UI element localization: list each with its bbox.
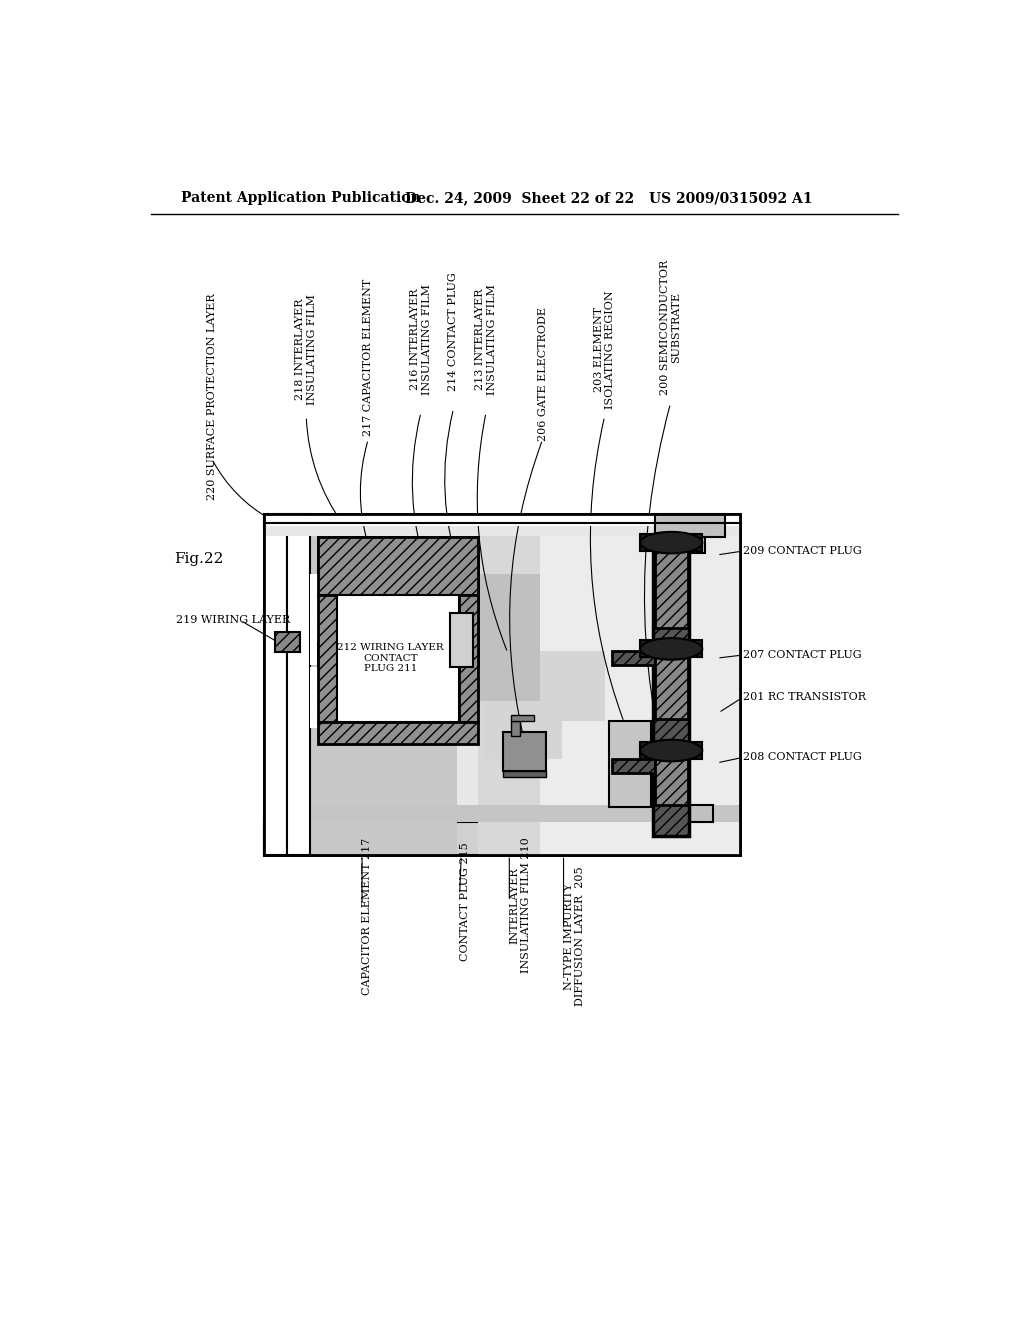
Text: US 2009/0315092 A1: US 2009/0315092 A1 [649,191,812,206]
Bar [459,595,478,722]
Bar [263,721,740,805]
Text: 203 ELEMENT
ISOLATING REGION: 203 ELEMENT ISOLATING REGION [594,290,615,409]
Text: 213 INTERLAYER
INSULATING FILM: 213 INTERLAYER INSULATING FILM [475,284,497,395]
Bar [275,632,300,652]
Bar [653,552,689,836]
Bar [310,642,445,665]
Bar [655,552,687,628]
Text: 206 GATE ELECTRODE: 206 GATE ELECTRODE [538,308,548,441]
Text: 212 WIRING LAYER
CONTACT
PLUG 211: 212 WIRING LAYER CONTACT PLUG 211 [337,643,443,673]
Text: Dec. 24, 2009  Sheet 22 of 22: Dec. 24, 2009 Sheet 22 of 22 [406,191,635,206]
Bar [511,715,535,721]
Bar [317,642,478,665]
Bar [484,515,740,855]
Bar [263,574,740,653]
Text: 208 CONTACT PLUG: 208 CONTACT PLUG [743,752,862,763]
Bar [317,597,341,642]
Text: 214 CONTACT PLUG: 214 CONTACT PLUG [449,272,459,391]
Text: 219 WIRING LAYER: 219 WIRING LAYER [176,615,290,626]
Bar [511,721,520,737]
Bar [263,515,287,855]
Bar [317,595,337,722]
Ellipse shape [640,638,702,660]
Text: 217 CAPACITOR ELEMENT: 217 CAPACITOR ELEMENT [364,279,374,436]
Text: INTERLAYER
INSULATING FILM 210: INTERLAYER INSULATING FILM 210 [509,837,530,973]
Bar [263,805,740,822]
Bar [263,515,310,855]
Bar [263,515,740,855]
Bar [263,515,740,525]
Text: 200 SEMICONDUCTOR
SUBSTRATE: 200 SEMICONDUCTOR SUBSTRATE [659,260,681,396]
Bar [317,537,478,595]
Bar [640,535,702,552]
Bar [341,553,455,582]
Bar [450,612,473,667]
Text: 201 RC TRANSISTOR: 201 RC TRANSISTOR [743,693,866,702]
Text: 216 INTERLAYER
INSULATING FILM: 216 INTERLAYER INSULATING FILM [411,284,432,395]
Bar [611,651,655,665]
Ellipse shape [640,532,702,553]
Bar [337,595,459,722]
Bar [310,574,445,642]
Bar [317,537,478,598]
Bar [655,537,706,553]
Bar [478,574,541,701]
Bar [655,513,725,537]
Bar [503,733,546,771]
Text: 209 CONTACT PLUG: 209 CONTACT PLUG [743,546,862,556]
Bar [484,651,604,721]
Bar [484,721,562,759]
Ellipse shape [640,739,702,762]
Text: CONTACT PLUG 215: CONTACT PLUG 215 [460,842,470,961]
Bar [655,657,687,719]
Text: Fig.22: Fig.22 [174,552,224,566]
Bar [263,822,740,855]
Text: Patent Application Publication: Patent Application Publication [180,191,420,206]
Bar [611,759,655,774]
Bar [640,640,702,657]
Bar [655,805,713,822]
Bar [310,515,458,855]
Bar [455,597,478,642]
Bar [640,742,702,759]
Text: 218 INTERLAYER
INSULATING FILM: 218 INTERLAYER INSULATING FILM [296,294,317,405]
Bar [655,759,687,805]
Bar [341,597,455,642]
Bar [317,722,478,743]
Bar [450,612,473,667]
Bar [503,771,546,776]
Bar [341,597,455,642]
Text: 220 SURFACE PROTECTION LAYER: 220 SURFACE PROTECTION LAYER [207,294,217,500]
Text: N-TYPE IMPURITY
DIFFUSION LAYER  205: N-TYPE IMPURITY DIFFUSION LAYER 205 [563,866,585,1006]
Bar [478,515,541,855]
Bar [450,574,474,640]
Bar [263,515,740,855]
Bar [608,721,651,807]
Bar [287,515,310,855]
Text: CAPACITOR ELEMENT 217: CAPACITOR ELEMENT 217 [362,838,372,995]
Bar [310,667,445,729]
Bar [263,651,740,721]
Bar [263,515,740,536]
Text: 207 CONTACT PLUG: 207 CONTACT PLUG [743,649,862,660]
